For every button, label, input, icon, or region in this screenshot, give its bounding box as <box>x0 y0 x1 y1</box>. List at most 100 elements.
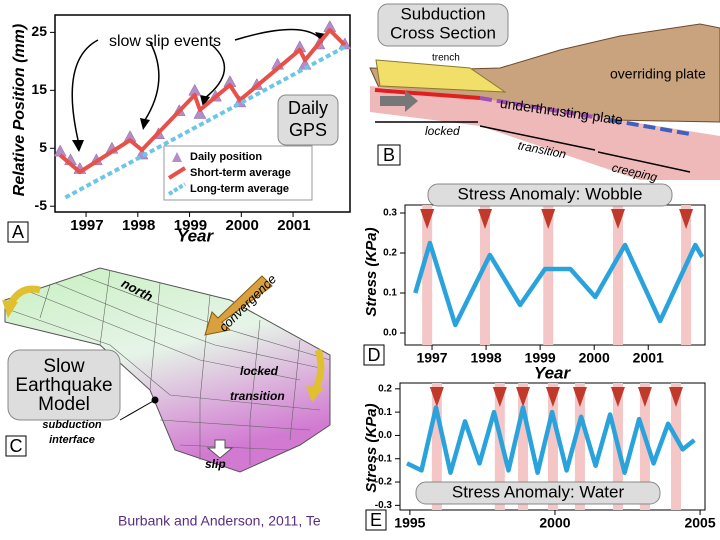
label: locked <box>240 364 279 378</box>
panel-label-box <box>377 144 401 166</box>
event-marker <box>610 209 625 229</box>
creeping-zone <box>609 118 691 136</box>
title-box <box>7 349 121 421</box>
event-marker <box>679 209 694 229</box>
panel-label-box <box>363 344 385 366</box>
slip-arrow <box>206 439 234 459</box>
y-tick-label: 0.2 <box>383 248 397 259</box>
legend-label: Daily position <box>190 151 262 163</box>
event-marker <box>610 387 625 407</box>
panel-label: B <box>383 145 395 165</box>
mesh-surface <box>4 267 331 473</box>
title-box <box>415 481 661 505</box>
annotation-box <box>277 94 339 146</box>
event-marker <box>478 209 492 229</box>
plot-frame <box>54 14 351 213</box>
panel-label: E <box>370 510 382 530</box>
event-arrows <box>71 28 321 141</box>
event-marker <box>541 209 556 229</box>
y-tick-label: 0.1 <box>383 288 397 299</box>
y-tick-label: -0.3 <box>375 500 393 511</box>
panel-label-box <box>7 221 29 243</box>
event-marker <box>637 387 652 407</box>
underthrusting-plate-shape <box>370 86 720 180</box>
annotation: Daily <box>288 98 328 118</box>
y-tick-label: -0.1 <box>375 453 393 464</box>
event-marker <box>420 209 435 229</box>
x-tick-label: 1998 <box>471 350 502 366</box>
series-line <box>58 28 347 174</box>
x-tick-label: 1998 <box>122 217 155 234</box>
panel-label: C <box>10 436 23 456</box>
label: overriding plate <box>610 66 706 82</box>
x-tick-label: 2000 <box>539 515 570 531</box>
y-axis-label: Relative Position (mm) <box>11 24 28 196</box>
event-band <box>574 383 585 510</box>
y-axis-label: Stress (KPa) <box>363 227 380 316</box>
event-marker <box>516 387 531 407</box>
event-marker <box>429 387 444 407</box>
legend-label: Short-term average <box>190 167 291 179</box>
event-marker <box>572 387 587 407</box>
panel-label-box <box>5 435 27 457</box>
panel-label: D <box>368 345 381 365</box>
event-band <box>422 205 433 345</box>
caption: Burbank and Anderson, 2011, Te <box>118 513 321 529</box>
label: interface <box>49 434 95 446</box>
x-tick-label: 1999 <box>525 350 556 366</box>
series-line <box>406 405 696 475</box>
diagram-title: Earthquake <box>15 375 112 396</box>
event-band <box>431 383 442 510</box>
legend-label: Long-term average <box>190 183 289 195</box>
x-tick-label: 1997 <box>416 350 447 366</box>
transition-arrow <box>479 125 596 151</box>
leader-line <box>119 399 156 421</box>
x-tick-label: 2005 <box>684 515 715 531</box>
diagram-title: Model <box>38 394 90 415</box>
x-tick-label: 2000 <box>226 217 259 234</box>
event-band <box>612 205 623 345</box>
legend-symbol <box>167 182 187 196</box>
event-band <box>681 205 692 345</box>
x-tick-label: 2001 <box>277 217 310 234</box>
panel-label: A <box>12 222 24 242</box>
transition-zone <box>479 96 601 120</box>
motion-arrowhead <box>306 386 324 402</box>
legend-box <box>163 145 313 201</box>
x-tick-label: 1999 <box>174 217 207 234</box>
y-tick-label: -5 <box>35 197 48 213</box>
event-band <box>639 383 650 510</box>
label: slip <box>205 457 226 471</box>
data-point <box>193 106 207 119</box>
chart-title: Stress Anomaly: Wobble <box>458 184 643 203</box>
x-tick-label: 1995 <box>394 515 425 531</box>
chart: 0.0 0.1 0.2 0.3 1997 1998 1999 2000 2001 Stress A… <box>363 183 706 382</box>
series-line <box>64 45 346 200</box>
label: trench <box>432 53 460 64</box>
event-marker <box>545 387 560 407</box>
event-marker <box>668 387 683 407</box>
chart: -5 5 15 25 1997 1998 1999 2000 2001 slow slip eve… <box>7 14 352 245</box>
event-band <box>543 205 554 345</box>
y-tick-label: 0.0 <box>378 430 392 441</box>
data-point <box>53 144 67 157</box>
wedge-shape <box>375 59 507 93</box>
event-band <box>518 383 529 510</box>
annotation: GPS <box>289 120 327 140</box>
x-tick-label: 2001 <box>633 350 664 366</box>
x-axis-label: Year <box>177 226 215 245</box>
motion-arrowhead <box>2 300 18 318</box>
y-tick-label: 0.2 <box>378 383 392 394</box>
plate-arrow <box>380 90 418 112</box>
x-tick-label: 1997 <box>70 217 103 234</box>
series-line <box>413 240 705 328</box>
title-box <box>377 3 509 47</box>
diagram-title: Subduction <box>400 4 485 23</box>
plot-frame <box>404 204 706 346</box>
y-tick-label: 0.0 <box>383 328 397 339</box>
label: transition <box>230 389 285 403</box>
label: subduction <box>42 419 102 431</box>
event-band <box>494 383 505 510</box>
event-band <box>480 205 490 345</box>
